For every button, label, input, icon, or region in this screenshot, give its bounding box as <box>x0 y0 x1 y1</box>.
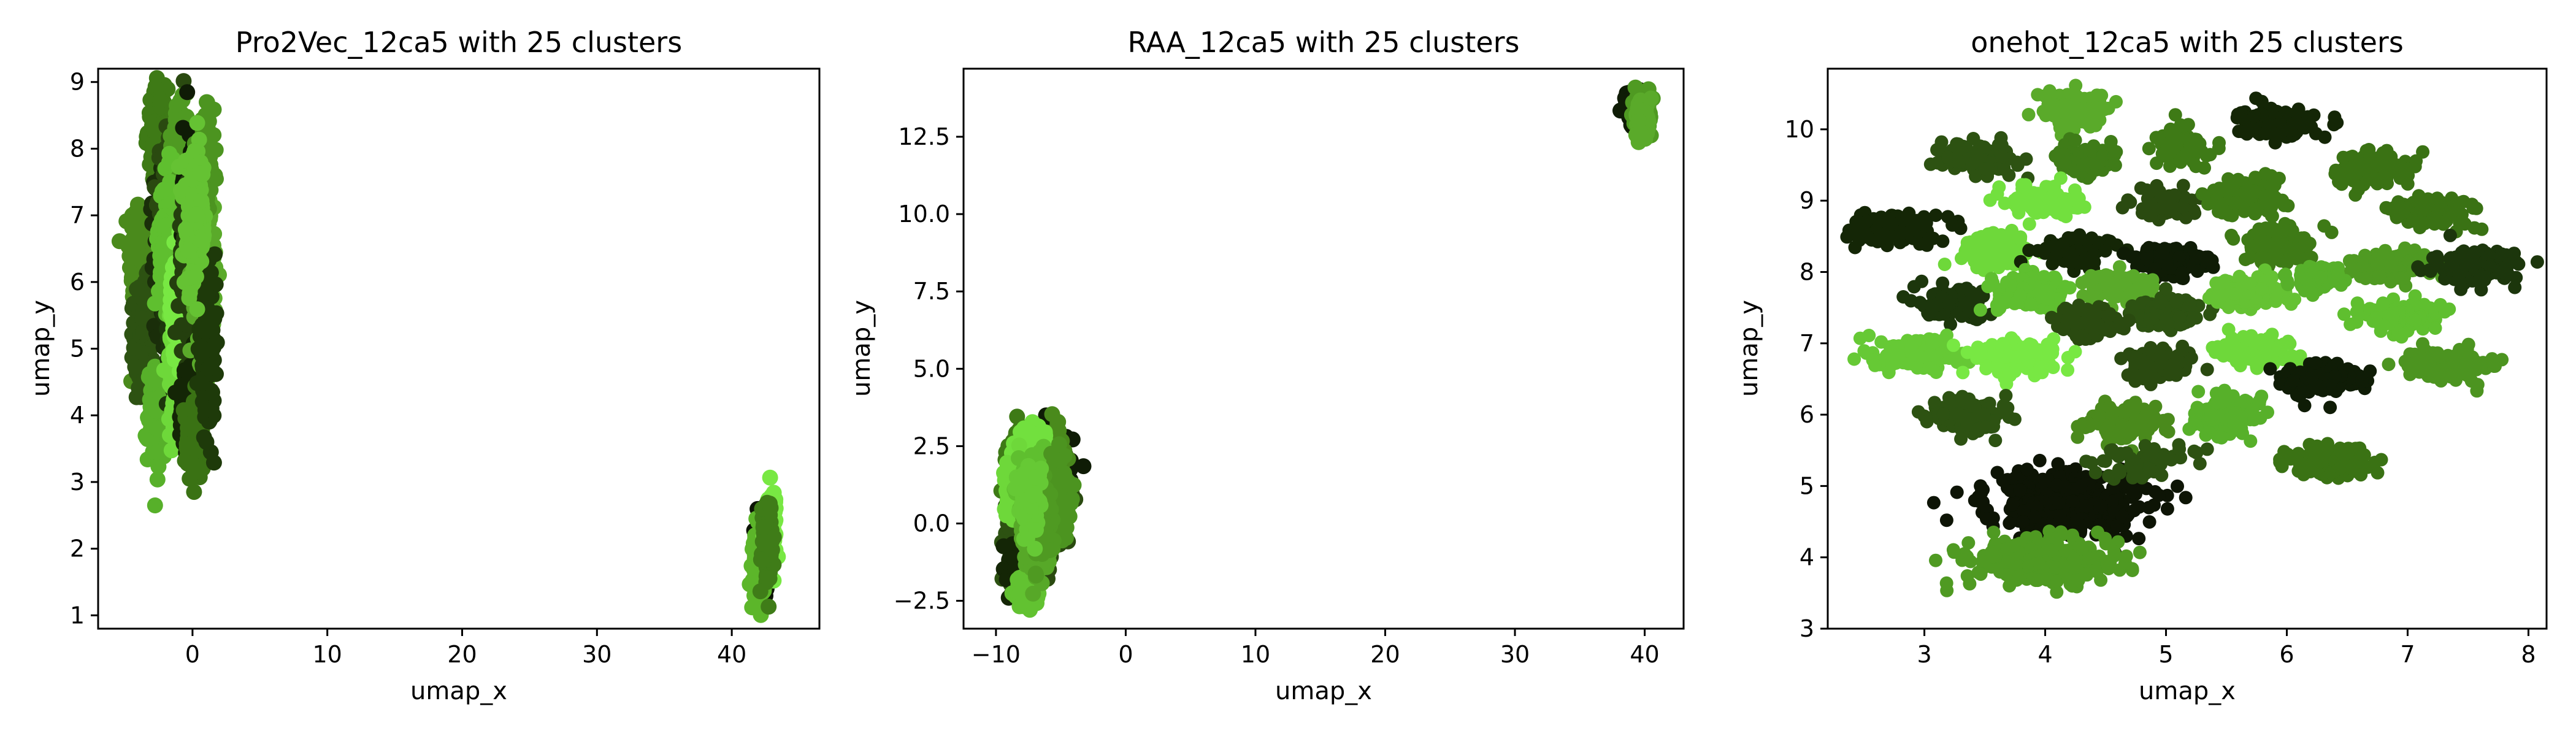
data-point <box>205 454 222 471</box>
x-ticks-pro2vec: 0 10 20 30 40 <box>185 629 746 668</box>
data-point <box>761 599 777 615</box>
data-point <box>149 420 166 437</box>
data-point <box>759 570 776 586</box>
scatter-points-pro2vec <box>111 70 786 623</box>
data-point <box>182 285 198 302</box>
x-tick-label: 40 <box>717 641 746 668</box>
cluster-3 <box>137 358 180 513</box>
data-point <box>129 250 145 266</box>
data-point <box>1075 458 1092 475</box>
data-point <box>189 115 205 131</box>
x-tick-label: 10 <box>313 641 342 668</box>
y-tick-label: 4 <box>70 402 85 429</box>
data-point <box>131 380 147 396</box>
data-point <box>180 242 197 259</box>
data-point <box>762 469 778 486</box>
data-point <box>759 533 775 550</box>
y-tick-label: 9 <box>70 69 85 96</box>
data-point <box>152 93 169 109</box>
data-point <box>134 310 151 327</box>
data-point <box>193 347 210 363</box>
data-point <box>149 471 166 488</box>
y-ticks-pro2vec: 1 2 3 4 5 6 7 8 9 <box>70 69 98 629</box>
data-point <box>197 323 213 340</box>
data-point <box>193 232 210 248</box>
y-tick-label: 2 <box>70 535 85 562</box>
data-point <box>150 458 167 475</box>
data-point <box>199 94 215 110</box>
data-point <box>755 519 772 535</box>
data-point <box>125 231 142 247</box>
y-tick-label: 3 <box>70 469 85 496</box>
data-point <box>126 340 142 356</box>
data-point <box>127 359 144 375</box>
x-tick-label: 30 <box>582 641 611 668</box>
y-tick-label: 8 <box>70 135 85 162</box>
data-point <box>189 301 205 318</box>
data-point <box>188 269 204 285</box>
y-tick-label: 7 <box>70 202 85 229</box>
data-point <box>156 182 172 198</box>
y-tick-label: 5 <box>70 335 85 362</box>
data-point <box>147 497 163 513</box>
data-point <box>200 361 217 377</box>
x-tick-label: 0 <box>185 641 200 668</box>
data-point <box>198 434 215 450</box>
data-point <box>183 455 200 472</box>
panel-raa: −10 0 10 20 30 40 −2.50.02.55.07.510.012.5 RA… <box>848 26 1685 705</box>
data-point <box>197 402 213 418</box>
x-tick-label: 20 <box>447 641 477 668</box>
data-point <box>186 484 202 500</box>
y-tick-label: 1 <box>70 602 85 629</box>
y-axis-label-pro2vec: umap_y <box>27 300 55 397</box>
cluster-1 <box>124 263 164 405</box>
y-tick-label: 6 <box>70 269 85 296</box>
data-point <box>178 440 195 456</box>
data-point <box>148 444 165 461</box>
panel-pro2vec: 0 10 20 30 40 1 2 3 4 5 6 7 8 9 Pro2Vec_12ca5 with 2… <box>27 26 821 705</box>
data-point <box>179 84 196 101</box>
data-point <box>192 165 208 182</box>
data-point <box>177 221 194 237</box>
chart-title-pro2vec: Pro2Vec_12ca5 with 25 clusters <box>236 26 682 59</box>
data-point <box>753 551 769 568</box>
data-point <box>129 281 145 297</box>
data-point <box>188 206 205 223</box>
data-point <box>153 248 169 265</box>
scatter-points-raa <box>993 79 1661 618</box>
x-axis-label-pro2vec: umap_x <box>410 677 507 705</box>
